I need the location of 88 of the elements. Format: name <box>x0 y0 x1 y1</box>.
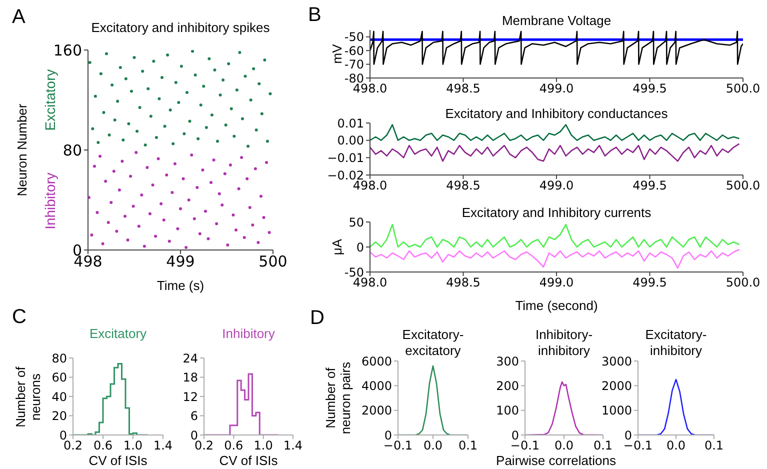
chart-title: Membrane Voltage <box>500 13 612 29</box>
y-tick-label: 3000 <box>601 354 632 368</box>
x-tick-label: 1.0 <box>254 438 273 453</box>
line-series <box>370 124 740 141</box>
y-axis-title: Number of neuron pairs <box>323 360 353 436</box>
chart-title: Excitatory and Inhibitory currents <box>462 205 652 220</box>
x-tick-label: 0.0 <box>666 438 686 453</box>
x-tick-label: 0.1 <box>593 438 613 453</box>
x-axis-title: Pairwise correlations <box>496 453 616 468</box>
x-tick-label: 498.5 <box>446 276 480 290</box>
text: A <box>12 6 26 29</box>
x-tick-label: 499 <box>166 252 195 271</box>
chart-title: Excitatory <box>89 326 147 341</box>
line-series <box>370 143 740 162</box>
x-tick-label: 0.6 <box>93 438 113 453</box>
x-tick-label: 0.1 <box>458 438 478 453</box>
x-tick-label: 0.1 <box>704 438 724 453</box>
chart-title: Inhibitory-inhibitory <box>535 327 593 358</box>
chart-title: Excitatory and Inhibitory conductances <box>445 106 668 121</box>
x-tick-label: 499.5 <box>632 82 667 96</box>
y-axis-title: mV <box>330 44 344 64</box>
y-tick-label: 40 <box>52 390 67 404</box>
y-tick-label: 60 <box>52 370 67 385</box>
x-tick-label: 0.2 <box>63 438 83 453</box>
y-tick-label: -60 <box>344 44 364 58</box>
text: C <box>12 306 26 329</box>
y-tick-label: 6 <box>190 409 198 424</box>
x-axis-title: CV of ISIs <box>219 453 278 468</box>
y-tick-label: -70 <box>344 58 364 72</box>
x-tick-label: 498.0 <box>352 82 388 96</box>
x-axis-title: Time (second) <box>515 298 598 313</box>
text: Excitatory <box>42 69 58 131</box>
x-tick-label: 0.0 <box>554 438 574 453</box>
chart-title: Excitatory-inhibitory <box>645 327 707 358</box>
x-tick-label: 500.0 <box>726 276 760 290</box>
y-tick-label: 2000 <box>361 404 392 418</box>
x-axis-title: Time (s) <box>156 278 204 293</box>
y-tick-label: 100 <box>496 404 519 418</box>
x-tick-label: 0.2 <box>194 438 214 453</box>
x-tick-label: 498.0 <box>352 178 388 193</box>
x-tick-label: 499.5 <box>632 276 667 290</box>
text: Inhibitory <box>42 172 58 230</box>
x-tick-label: 499.5 <box>632 178 667 193</box>
text: B <box>308 4 322 27</box>
y-tick-label: 0.00 <box>337 134 364 148</box>
y-tick-label: 0 <box>356 240 364 254</box>
x-tick-label: 0.0 <box>423 438 443 453</box>
x-tick-label: 499.0 <box>539 178 574 193</box>
y-tick-label: -50 <box>344 30 364 44</box>
line-series <box>370 30 743 65</box>
text: D <box>310 307 324 330</box>
y-tick-label: 0.01 <box>337 116 364 130</box>
y-tick-label: 4000 <box>361 378 392 393</box>
y-tick-label: 80 <box>62 141 82 160</box>
x-axis-title: CV of ISIs <box>88 453 148 468</box>
line-series <box>370 248 740 269</box>
x-tick-label: 0.6 <box>224 438 244 453</box>
x-tick-label: 500 <box>258 252 288 271</box>
y-axis-title: μA <box>330 238 344 256</box>
x-tick-label: 1.4 <box>283 438 303 453</box>
y-tick-label: 160 <box>53 41 82 60</box>
y-tick-label: 24 <box>182 351 198 366</box>
y-tick-label: 80 <box>52 351 67 366</box>
x-tick-label: 1.0 <box>123 438 143 453</box>
x-tick-label: 499.0 <box>539 276 574 290</box>
y-tick-label: 2000 <box>601 378 632 393</box>
x-tick-label: 498.0 <box>352 276 388 290</box>
y-tick-label: 6000 <box>361 354 392 368</box>
chart-title: Excitatory and inhibitory spikes <box>91 20 270 35</box>
y-tick-label: 200 <box>496 378 519 393</box>
x-tick-label: 500.0 <box>726 178 760 193</box>
chart-title: Excitatory-excitatory <box>402 327 464 358</box>
x-tick-label: 499.0 <box>539 82 574 96</box>
x-tick-label: 498.5 <box>446 82 480 96</box>
x-tick-label: 500.0 <box>726 82 760 96</box>
x-tick-label: 1.4 <box>153 438 173 453</box>
y-tick-label: 20 <box>52 409 67 424</box>
chart-title: Inhibitory <box>222 326 275 341</box>
y-tick-label: 300 <box>496 354 519 368</box>
y-tick-label: 12 <box>182 390 198 404</box>
y-tick-label: 18 <box>182 370 198 385</box>
x-tick-label: 498.5 <box>446 178 480 193</box>
y-axis-title: Number of neurons <box>13 365 43 429</box>
y-tick-label: 1000 <box>601 404 632 418</box>
y-axis-title: Neuron Number <box>14 102 30 198</box>
y-tick-label: −0.01 <box>327 150 364 165</box>
y-tick-label: 50 <box>348 215 364 230</box>
line-series <box>370 224 740 248</box>
